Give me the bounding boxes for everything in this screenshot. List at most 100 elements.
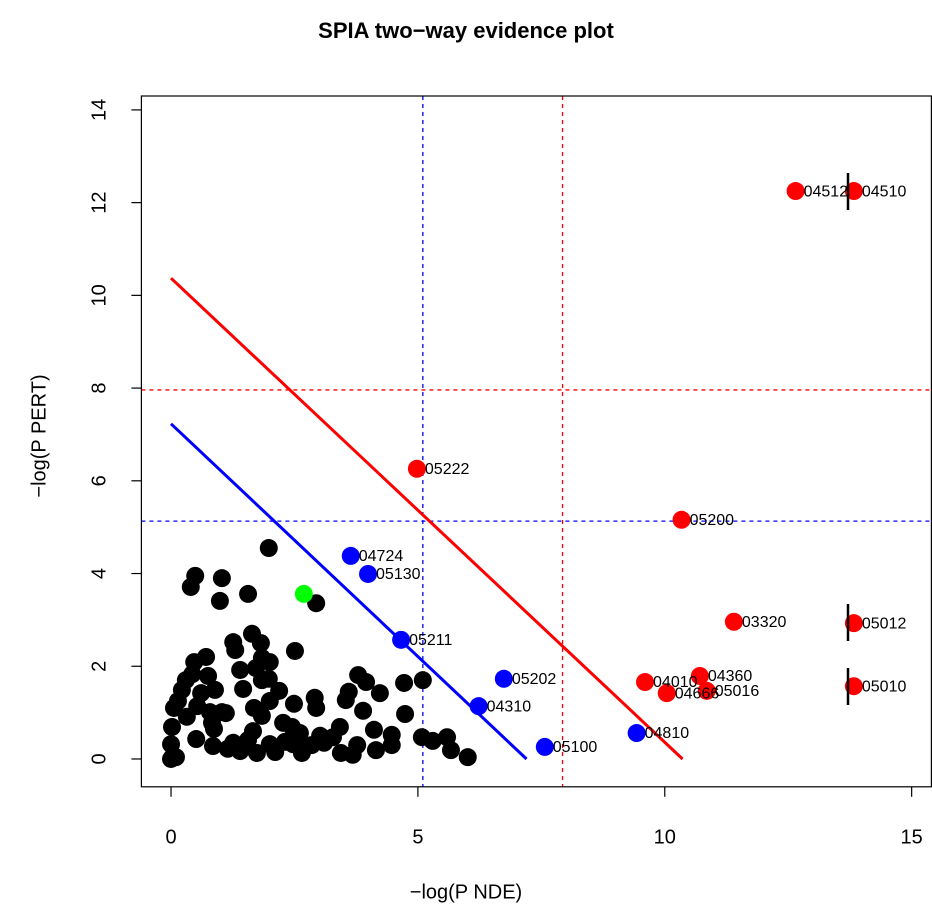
point-label: 05010 [862, 678, 907, 695]
point-label: 04310 [487, 698, 532, 715]
point [413, 671, 432, 690]
point [494, 669, 513, 688]
point-label: 05012 [862, 615, 907, 632]
y-tick-label: 8 [88, 383, 110, 394]
point [690, 666, 709, 685]
point [392, 630, 411, 649]
y-tick-label: 12 [88, 192, 110, 214]
point [636, 673, 655, 692]
point [259, 539, 278, 558]
point [234, 679, 253, 698]
y-tick-label: 4 [88, 568, 110, 579]
point [163, 717, 182, 736]
point [226, 641, 245, 660]
point [239, 584, 258, 603]
y-tick-label: 10 [88, 284, 110, 306]
point-label: 05222 [425, 461, 470, 478]
point [724, 612, 743, 631]
point [844, 614, 863, 633]
point-label: 04360 [708, 668, 753, 685]
x-tick-label: 15 [901, 826, 923, 848]
point [370, 684, 389, 703]
point [354, 701, 373, 720]
point-label: 05130 [376, 566, 421, 583]
x-tick-label: 10 [654, 826, 676, 848]
point [205, 680, 224, 699]
point-label: 04724 [359, 548, 404, 565]
point-label: 05016 [715, 683, 760, 700]
point [218, 739, 237, 758]
point [192, 684, 211, 703]
point [166, 748, 185, 767]
point-label: 03320 [742, 614, 787, 631]
point [423, 731, 442, 750]
point-label: 04512 [804, 183, 849, 200]
point [181, 577, 200, 596]
point [366, 741, 385, 760]
point [252, 706, 271, 725]
chart-title: SPIA two−way evidence plot [318, 18, 614, 43]
point [341, 546, 360, 565]
point [270, 681, 289, 700]
point [357, 673, 376, 692]
axes: 0 5 10 15 0 2 4 6 8 10 12 14 [88, 99, 922, 848]
point-label: 04810 [645, 725, 690, 742]
point-label: 05211 [409, 632, 452, 649]
point [285, 641, 304, 660]
point [343, 745, 362, 764]
point [469, 697, 488, 716]
point [187, 730, 206, 749]
point [164, 698, 183, 717]
point [216, 704, 235, 723]
point-label: 04510 [862, 183, 907, 200]
y-axis-label: −log(P PERT) [28, 374, 50, 497]
point [294, 584, 313, 603]
point [212, 569, 231, 588]
point [382, 725, 401, 744]
point [259, 669, 278, 688]
point [251, 634, 270, 653]
point [330, 717, 349, 736]
point-label: 05200 [690, 512, 735, 529]
point [231, 660, 250, 679]
point [247, 743, 266, 762]
point [260, 653, 279, 672]
point-label: 04666 [675, 685, 720, 702]
point [364, 720, 383, 739]
point-label: 05202 [512, 671, 557, 688]
point [697, 681, 716, 700]
point [441, 741, 460, 760]
x-axis-label: −log(P NDE) [410, 881, 522, 903]
point [535, 737, 554, 756]
point [204, 719, 223, 738]
point [395, 673, 414, 692]
point [239, 730, 258, 749]
point [339, 682, 358, 701]
point [203, 737, 222, 756]
combined-threshold-line [169, 277, 684, 761]
point [407, 459, 426, 478]
point [396, 705, 415, 724]
point [210, 591, 229, 610]
point [199, 666, 218, 685]
point [290, 724, 309, 743]
point-label: 05100 [553, 739, 598, 756]
point [786, 182, 805, 201]
point-label: 04010 [653, 674, 698, 691]
combined-threshold-line [169, 422, 528, 761]
point [672, 510, 691, 529]
x-tick-label: 5 [412, 826, 423, 848]
y-tick-label: 14 [88, 99, 110, 121]
point [359, 564, 378, 583]
point [307, 698, 326, 717]
x-tick-label: 0 [165, 826, 176, 848]
point [844, 677, 863, 696]
point [844, 182, 863, 201]
point [284, 694, 303, 713]
point [307, 594, 326, 613]
plot-frame [140, 95, 932, 788]
y-tick-label: 0 [88, 753, 110, 764]
point [627, 724, 646, 743]
